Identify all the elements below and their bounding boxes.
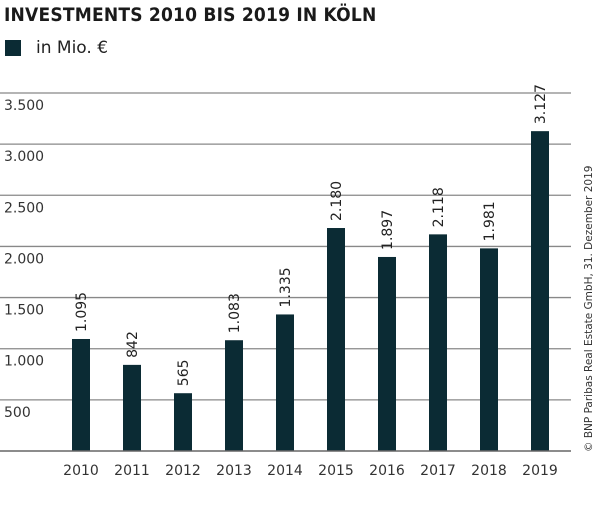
- bar-2019: [531, 131, 549, 451]
- y-tick-label: 500: [4, 405, 31, 421]
- copyright-credit: © BNP Paribas Real Estate GmbH, 31. Deze…: [583, 165, 595, 452]
- y-tick-label: 2.500: [4, 200, 44, 216]
- y-tick-label: 3.000: [4, 149, 44, 165]
- x-tick-label: 2012: [165, 463, 201, 479]
- value-label: 842: [125, 331, 141, 358]
- value-label: 1.083: [227, 293, 243, 333]
- legend-swatch: [5, 40, 21, 56]
- bar-2013: [225, 340, 243, 451]
- bar-2011: [123, 364, 141, 451]
- bar-2014: [276, 314, 294, 451]
- x-tick-label: 2015: [318, 463, 354, 479]
- bar-2012: [174, 393, 192, 451]
- value-label: 565: [176, 359, 192, 386]
- x-tick-label: 2011: [114, 463, 150, 479]
- value-label: 3.127: [533, 84, 549, 124]
- y-tick-label: 1.500: [4, 303, 44, 319]
- legend: in Mio. €: [5, 38, 108, 58]
- y-tick-label: 3.500: [4, 98, 44, 114]
- x-tick-label: 2018: [471, 463, 507, 479]
- y-tick-label: 1.000: [4, 354, 44, 370]
- value-label: 2.118: [431, 187, 447, 227]
- value-label: 1.095: [74, 292, 90, 332]
- x-tick-label: 2010: [63, 463, 99, 479]
- x-tick-label: 2014: [267, 463, 303, 479]
- value-label: 2.180: [329, 181, 345, 221]
- value-label: 1.981: [482, 201, 498, 241]
- chart-title: INVESTMENTS 2010 BIS 2019 IN KÖLN: [4, 4, 377, 26]
- value-label: 1.897: [380, 210, 396, 250]
- x-tick-label: 2016: [369, 463, 405, 479]
- bar-2016: [378, 256, 396, 451]
- value-label: 1.335: [278, 267, 294, 307]
- x-tick-label: 2013: [216, 463, 252, 479]
- y-tick-label: 2.000: [4, 251, 44, 267]
- bar-2015: [327, 228, 345, 451]
- legend-label: in Mio. €: [36, 38, 109, 58]
- bar-2018: [480, 248, 498, 451]
- x-tick-label: 2019: [522, 463, 558, 479]
- bar-2010: [72, 338, 90, 451]
- bar-2017: [429, 234, 447, 451]
- x-tick-label: 2017: [420, 463, 456, 479]
